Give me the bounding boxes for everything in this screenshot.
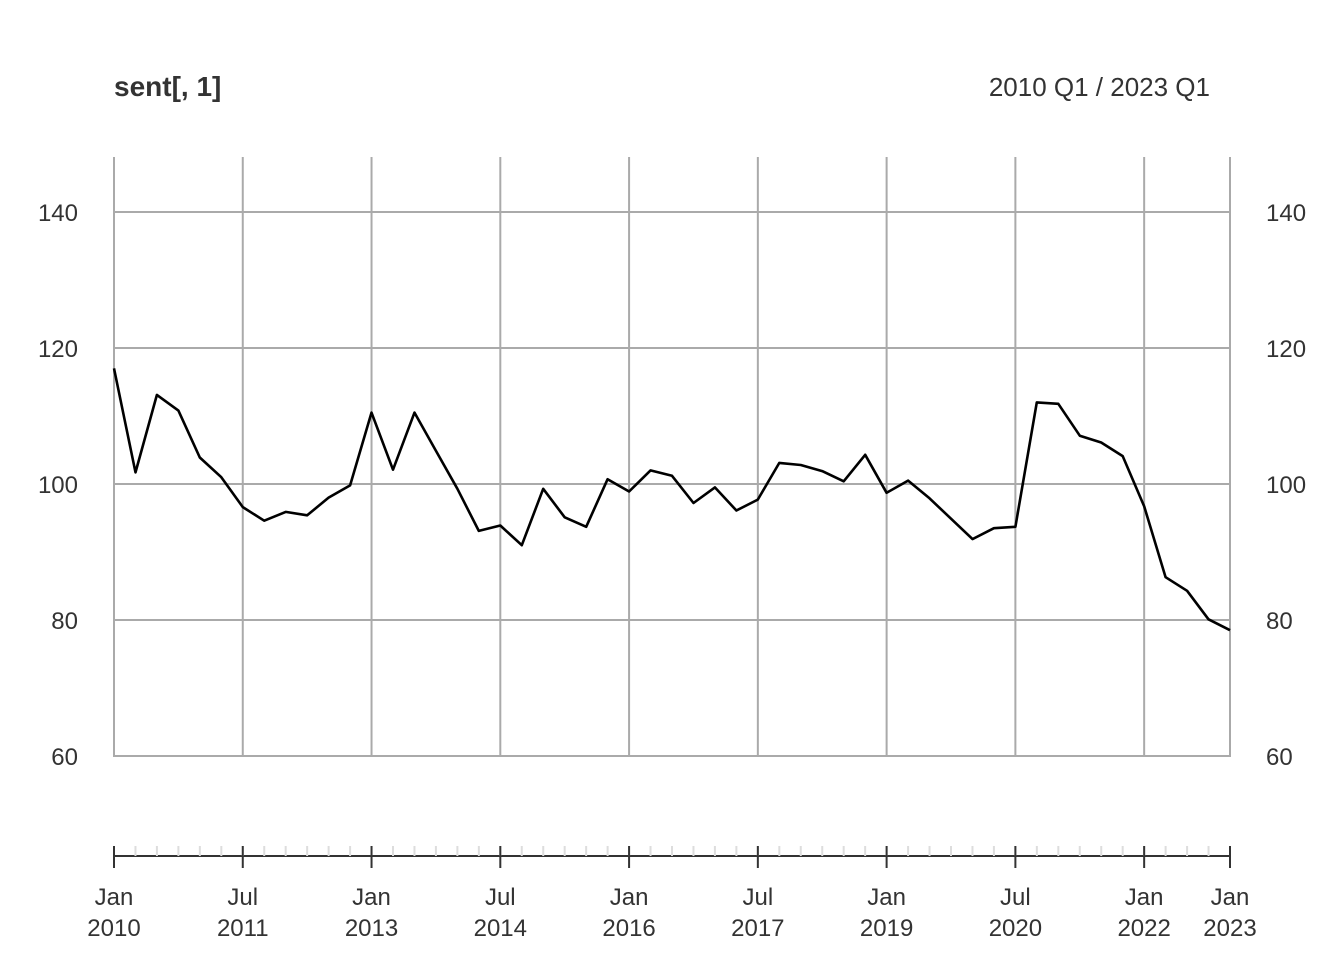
x-tick-label-year: 2014 [474, 915, 527, 942]
x-tick-label-month: Jan [352, 884, 391, 911]
y-tick-label-right: 80 [1266, 608, 1293, 635]
y-tick-label-left: 100 [38, 472, 78, 499]
y-tick-label-left: 120 [38, 336, 78, 363]
x-tick-label-month: Jan [610, 884, 649, 911]
grid-lines [113, 157, 1231, 757]
x-tick-label-year: 2013 [345, 915, 398, 942]
y-tick-label-right: 60 [1266, 744, 1293, 771]
x-tick-label-month: Jul [227, 884, 258, 911]
y-tick-label-left: 80 [51, 608, 78, 635]
x-tick-label-year: 2023 [1203, 915, 1256, 942]
y-tick-label-right: 140 [1266, 200, 1306, 227]
x-tick-label-month: Jul [743, 884, 774, 911]
x-tick-label-month: Jan [1125, 884, 1164, 911]
x-tick-label-month: Jul [485, 884, 516, 911]
y-tick-label-right: 120 [1266, 336, 1306, 363]
x-tick-label-year: 2017 [731, 915, 784, 942]
x-tick-label-month: Jan [95, 884, 134, 911]
y-tick-label-right: 100 [1266, 472, 1306, 499]
series-line [112, 368, 1231, 632]
chart-title: sent[, 1] [114, 71, 221, 102]
y-tick-label-left: 140 [38, 200, 78, 227]
x-tick-label-year: 2016 [602, 915, 655, 942]
y-tick-label-left: 60 [51, 744, 78, 771]
x-axis: Jan 2010 Jul 2011 Jan 2013 Jul 2014 Jan 2016 Jul 20… [87, 846, 1257, 942]
x-tick-label-month: Jul [1000, 884, 1031, 911]
series-layer [112, 368, 1231, 632]
x-tick-label-year: 2010 [87, 915, 140, 942]
y-axis-labels: 60 60 80 80 100 100 120 120 140 140 [38, 200, 1306, 771]
x-tick-label-year: 2011 [217, 915, 269, 942]
x-tick-label-year: 2020 [989, 915, 1042, 942]
x-tick-label-year: 2022 [1117, 915, 1170, 942]
x-tick-label-month: Jan [1211, 884, 1250, 911]
date-range-label: 2010 Q1 / 2023 Q1 [989, 72, 1210, 102]
x-tick-label-month: Jan [867, 884, 906, 911]
x-tick-label-year: 2019 [860, 915, 913, 942]
